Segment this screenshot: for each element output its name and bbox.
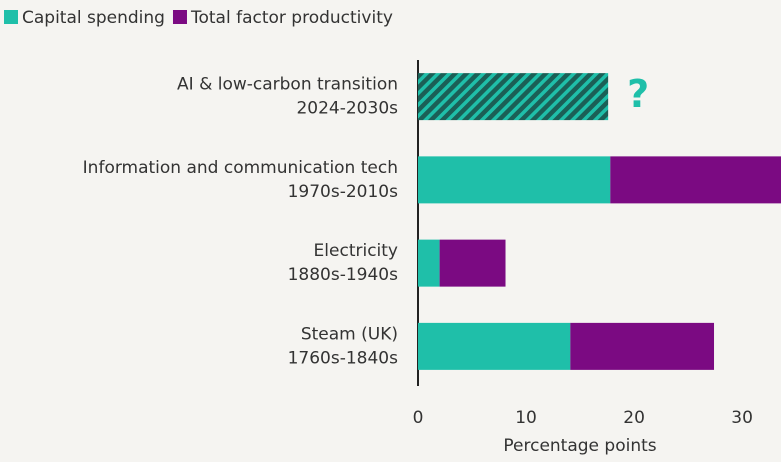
x-tick-label: 20 xyxy=(623,408,645,428)
y-tick-label: AI & low-carbon transition xyxy=(177,75,398,95)
y-tick-sublabel: 1880s-1940s xyxy=(288,265,399,285)
x-tick-label: 0 xyxy=(413,408,424,428)
y-tick-label: Steam (UK) xyxy=(301,324,398,344)
annotation: ? xyxy=(627,72,649,116)
bar xyxy=(418,322,571,370)
bars xyxy=(418,73,781,370)
y-tick-sublabel: 2024-2030s xyxy=(296,99,398,119)
bar xyxy=(570,322,715,370)
legend-label: Capital spending xyxy=(22,8,165,28)
x-axis-label: Percentage points xyxy=(503,436,656,456)
y-tick-sublabel: 1970s-2010s xyxy=(288,182,399,202)
y-tick-sublabel: 1760s-1840s xyxy=(288,348,399,368)
y-tick-label: Electricity xyxy=(314,241,398,261)
legend-label: Total factor productivity xyxy=(190,8,393,28)
x-tick-label: 30 xyxy=(731,408,753,428)
legend-swatch xyxy=(4,10,18,24)
bar xyxy=(418,239,440,287)
x-tick-label: 10 xyxy=(515,408,537,428)
bar xyxy=(439,239,506,287)
bar xyxy=(418,156,611,204)
legend-swatch xyxy=(172,10,187,24)
bar xyxy=(610,156,781,204)
y-tick-label: Information and communication tech xyxy=(83,158,398,178)
hatched-bar xyxy=(418,73,609,121)
